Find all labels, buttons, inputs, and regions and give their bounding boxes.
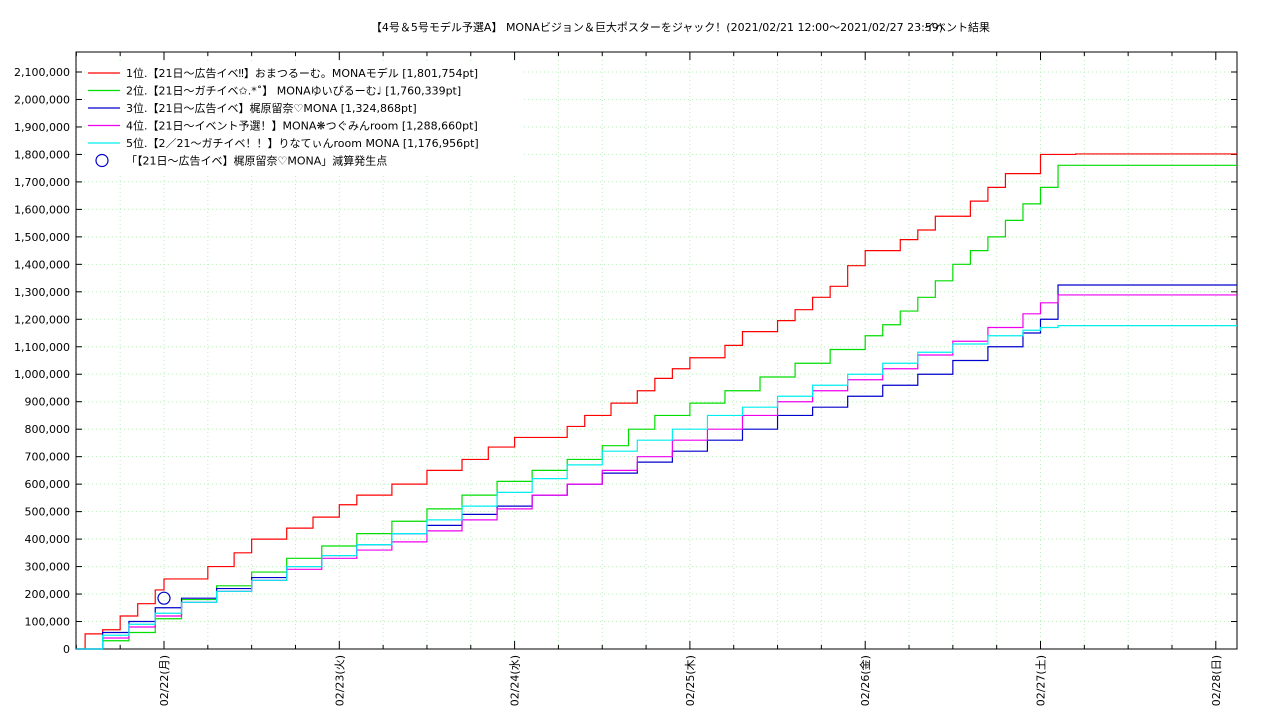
x-tick-label: 02/27(土): [1035, 655, 1048, 706]
y-tick-label: 100,000: [25, 616, 71, 629]
y-tick-label: 2,000,000: [14, 93, 70, 106]
legend-background: [86, 62, 522, 175]
y-tick-label: 2,100,000: [14, 66, 70, 79]
y-tick-label: 0: [63, 643, 70, 656]
legend-label: 「【21日〜広告イベ】梶原留奈♡MONA」減算発生点: [126, 154, 387, 168]
x-tick-label: 02/28(日): [1210, 655, 1223, 706]
y-tick-label: 700,000: [25, 451, 71, 464]
y-tick-label: 1,500,000: [14, 231, 70, 244]
y-tick-label: 1,900,000: [14, 121, 70, 134]
y-tick-label: 200,000: [25, 588, 71, 601]
series-line-2: [76, 164, 1237, 650]
y-tick-label: 1,600,000: [14, 203, 70, 216]
y-tick-label: 1,000,000: [14, 368, 70, 381]
x-tick-label: 02/22(月): [158, 655, 171, 706]
legend: 1位.【21日〜広告イベ‼】おまつるーむ。MONAモデル [1,801,754p…: [86, 62, 522, 175]
x-tick-label: 02/24(水): [509, 655, 522, 706]
series-line-5: [76, 325, 1237, 650]
series-line-1: [76, 153, 1237, 650]
x-tick-label: 02/23(火): [333, 655, 346, 706]
series-layer: [76, 153, 1237, 650]
legend-marker: [95, 153, 109, 168]
series-line-4: [76, 294, 1237, 650]
y-tick-label: 1,100,000: [14, 341, 70, 354]
legend-label: 5位.【2／21〜ガチイベ！！】りなてぃんroom MONA [1,176,95…: [126, 136, 479, 150]
x-tick-label: 02/26(金): [858, 655, 872, 706]
legend-label: 4位.【21日〜イベント予選！】MONA❋つぐみんroom [1,288,660…: [126, 119, 478, 133]
y-tick-label: 1,200,000: [14, 313, 70, 326]
legend-label: 3位.【21日〜広告イベ】梶原留奈♡MONA [1,324,868pt]: [126, 101, 417, 115]
axes: 0 100,000 200,000 300,000 400,000 500,000 600,…: [14, 51, 1238, 706]
y-tick-label: 800,000: [25, 423, 71, 436]
plot-frame: [75, 51, 1238, 650]
x-tick-label: 02/25(木): [684, 655, 697, 706]
y-tick-label: 300,000: [25, 561, 71, 574]
subtraction-marker: [157, 591, 171, 605]
y-tick-label: 600,000: [25, 478, 71, 491]
y-tick-label: 1,700,000: [14, 176, 70, 189]
y-tick-label: 400,000: [25, 533, 71, 546]
chart-subtitle: イベント結果: [924, 20, 990, 34]
y-tick-label: 1,800,000: [14, 148, 70, 161]
y-tick-label: 500,000: [25, 506, 71, 519]
y-tick-label: 900,000: [25, 396, 71, 409]
y-tick-label: 1,300,000: [14, 286, 70, 299]
legend-label: 1位.【21日〜広告イベ‼】おまつるーむ。MONAモデル [1,801,754p…: [126, 66, 478, 80]
legend-label: 2位.【21日〜ガチイベ✩.*˚】 MONAゆいぴるーむ♩ [1,760,339…: [126, 84, 461, 98]
chart-title: 【4号＆5号モデル予選A】 MONAビジョン＆巨大ポスターをジャック！(2021…: [371, 20, 943, 34]
y-tick-label: 1,400,000: [14, 258, 70, 271]
